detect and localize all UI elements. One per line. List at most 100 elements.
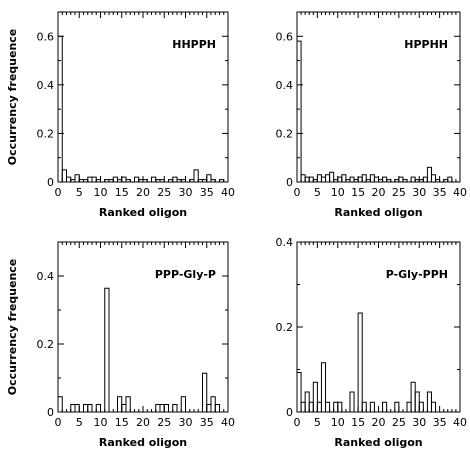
histogram-bar [202, 372, 208, 412]
histogram-bar [117, 396, 123, 412]
histogram-bar [414, 391, 420, 412]
x-tick-label: 0 [55, 186, 62, 199]
histogram-bar [337, 176, 343, 182]
histogram-bar [373, 176, 379, 182]
x-axis-title: Ranked oligon [99, 206, 187, 219]
x-tick-label: 40 [453, 416, 467, 429]
histogram-bar [430, 401, 437, 412]
x-tick-label: 25 [157, 186, 171, 199]
x-tick-label: 35 [200, 186, 214, 199]
histogram-bar [172, 176, 178, 182]
y-tick-label: 0.2 [276, 321, 294, 334]
histogram-bar [142, 179, 148, 182]
y-tick-label: 0.6 [276, 30, 294, 43]
histogram-bar [357, 176, 363, 182]
x-tick-label: 25 [392, 416, 406, 429]
histogram-bar [66, 176, 72, 182]
histogram-bar [121, 176, 127, 182]
histogram-bar [296, 40, 302, 182]
panel-label: PPP-Gly-P [155, 268, 216, 281]
histogram-bar [333, 401, 339, 412]
histogram-bar [394, 401, 400, 412]
y-tick-label: 0.6 [37, 30, 55, 43]
x-tick-label: 15 [351, 416, 365, 429]
histogram-bar [304, 176, 310, 182]
histogram-bar [87, 176, 93, 182]
histogram-bar [193, 169, 199, 182]
x-axis-title: Ranked oligon [334, 436, 422, 449]
x-tick-label: 10 [331, 186, 345, 199]
histogram-bar [155, 404, 161, 412]
histogram-bar [312, 381, 318, 412]
panel-label: HHPPH [172, 38, 216, 51]
x-tick-label: 40 [453, 186, 467, 199]
x-tick-label: 15 [115, 416, 129, 429]
histogram-bar [349, 176, 355, 182]
histogram-bar [206, 404, 212, 412]
y-tick-label: 0.2 [276, 127, 294, 140]
x-axis-title: Ranked oligon [334, 206, 422, 219]
histogram-bar [426, 391, 432, 412]
histogram-bar [341, 174, 347, 182]
histogram-bar [210, 179, 216, 182]
histogram-bar [406, 401, 412, 412]
histogram-bar [357, 312, 363, 412]
histogram-bar [382, 401, 388, 412]
x-axis-title: Ranked oligon [99, 436, 187, 449]
histogram-bar [159, 404, 165, 412]
y-axis-title: Occurrency frequence [6, 29, 19, 166]
histogram-bar [304, 391, 310, 412]
x-tick-label: 10 [94, 186, 108, 199]
histogram-bar [349, 391, 355, 412]
histogram-bar [83, 404, 89, 412]
x-tick-label: 40 [221, 186, 235, 199]
x-tick-label: 20 [136, 186, 150, 199]
histogram-bar [74, 174, 80, 182]
x-tick-label: 30 [412, 416, 426, 429]
y-tick-label: 0 [286, 406, 293, 419]
histogram-bar [308, 176, 314, 182]
y-tick-label: 0.2 [37, 338, 55, 351]
histogram-bar [159, 179, 165, 182]
x-tick-label: 5 [314, 416, 321, 429]
histogram-bar [95, 404, 101, 412]
histogram-bar [430, 174, 437, 182]
histogram-bar [382, 176, 388, 182]
histogram-bar [418, 401, 424, 412]
histogram-bar [74, 404, 80, 412]
histogram-bar [410, 381, 416, 412]
histogram-bar [426, 166, 432, 182]
histogram-bar [180, 396, 186, 412]
x-tick-label: 30 [412, 186, 426, 199]
histogram-bar [112, 176, 118, 182]
histogram-bar [361, 401, 367, 412]
y-tick-label: 0 [47, 176, 54, 189]
histogram-bar [329, 171, 335, 182]
histogram-bar [61, 169, 67, 182]
histogram-bar [447, 176, 453, 182]
y-tick-label: 0.4 [37, 270, 55, 283]
x-tick-label: 5 [314, 186, 321, 199]
histogram-bar [57, 396, 63, 412]
histogram-bar [104, 287, 110, 412]
x-tick-label: 10 [331, 416, 345, 429]
y-tick-label: 0.2 [37, 127, 55, 140]
histogram-bar [316, 174, 322, 182]
histogram-bar [125, 179, 131, 182]
x-tick-label: 35 [433, 416, 447, 429]
x-tick-label: 25 [392, 186, 406, 199]
histogram-bar [337, 401, 343, 412]
y-tick-label: 0 [286, 176, 293, 189]
x-tick-label: 20 [372, 186, 386, 199]
x-tick-label: 0 [294, 186, 301, 199]
y-tick-label: 0.4 [276, 79, 294, 92]
panel-label: HPPHH [404, 38, 448, 51]
histogram-bar [206, 174, 212, 182]
histogram-bar [151, 176, 157, 182]
y-tick-label: 0 [47, 406, 54, 419]
histogram-bar [300, 401, 306, 412]
histogram-bar [87, 404, 93, 412]
histogram-bar [180, 179, 186, 182]
x-tick-label: 40 [221, 416, 235, 429]
